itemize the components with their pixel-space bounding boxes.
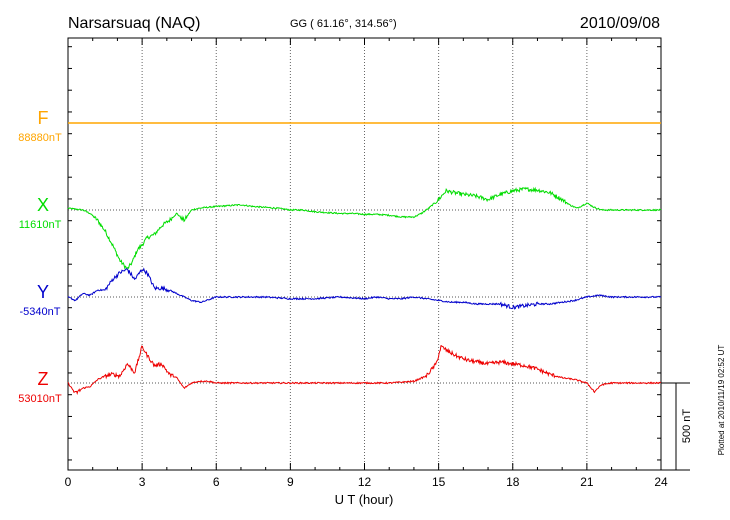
series-line-x — [67, 186, 662, 270]
scale-bar-label: 500 nT — [681, 409, 693, 444]
grid-lines — [141, 38, 588, 470]
series-name-z: Z — [38, 369, 49, 389]
x-tick-label: 3 — [139, 475, 146, 489]
x-tick-label: 12 — [358, 475, 372, 489]
series-baseline-value-y: -5340nT — [20, 306, 61, 318]
plotted-timestamp: Plotted at 2010/11/19 02:52 UT — [717, 345, 726, 456]
x-tick-label: 9 — [287, 475, 294, 489]
station-title: Narsarsuaq (NAQ) — [68, 15, 200, 32]
geographic-coords: GG ( 61.16°, 314.56°) — [290, 18, 397, 30]
axis-ticks: 0 3 6 9 12 15 18 21 24 — [65, 38, 668, 489]
x-axis-label: U T (hour) — [335, 492, 394, 507]
series-line-y — [67, 267, 662, 310]
plot-date: 2010/09/08 — [580, 15, 660, 32]
series-baseline-value-x: 11610nT — [19, 219, 62, 231]
series-labels: F 88880nT X 11610nT Y -5340nT Z 53010nT — [18, 108, 62, 405]
series-name-f: F — [38, 108, 49, 128]
x-tick-label: 24 — [654, 475, 668, 489]
series-baseline-value-z: 53010nT — [18, 393, 62, 405]
scale-bar: 500 nT — [661, 382, 693, 471]
x-tick-label: 21 — [580, 475, 594, 489]
x-tick-label: 0 — [65, 475, 72, 489]
series-baseline-value-f: 88880nT — [18, 132, 62, 144]
x-tick-label: 6 — [213, 475, 220, 489]
series-lines — [67, 122, 662, 395]
x-tick-label: 18 — [506, 475, 520, 489]
series-name-y: Y — [37, 282, 49, 302]
series-name-x: X — [37, 195, 49, 215]
series-line-z — [67, 345, 662, 395]
x-tick-label: 15 — [432, 475, 446, 489]
